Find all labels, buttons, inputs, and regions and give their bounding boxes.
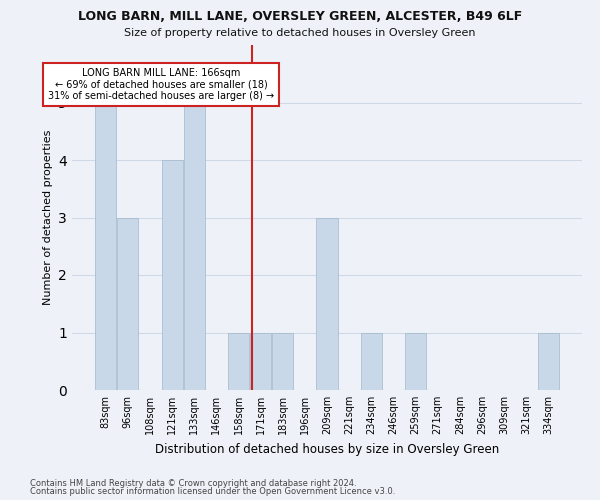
Bar xyxy=(95,102,116,390)
Bar xyxy=(316,218,338,390)
Bar xyxy=(118,218,139,390)
Bar xyxy=(161,160,182,390)
Y-axis label: Number of detached properties: Number of detached properties xyxy=(43,130,53,305)
Text: Contains public sector information licensed under the Open Government Licence v3: Contains public sector information licen… xyxy=(30,487,395,496)
Bar xyxy=(250,332,271,390)
Bar xyxy=(184,102,205,390)
Bar xyxy=(538,332,559,390)
Bar xyxy=(272,332,293,390)
Text: Contains HM Land Registry data © Crown copyright and database right 2024.: Contains HM Land Registry data © Crown c… xyxy=(30,478,356,488)
Bar xyxy=(405,332,426,390)
Bar xyxy=(228,332,249,390)
Bar xyxy=(361,332,382,390)
X-axis label: Distribution of detached houses by size in Oversley Green: Distribution of detached houses by size … xyxy=(155,442,499,456)
Text: LONG BARN MILL LANE: 166sqm
← 69% of detached houses are smaller (18)
31% of sem: LONG BARN MILL LANE: 166sqm ← 69% of det… xyxy=(48,68,274,101)
Text: LONG BARN, MILL LANE, OVERSLEY GREEN, ALCESTER, B49 6LF: LONG BARN, MILL LANE, OVERSLEY GREEN, AL… xyxy=(78,10,522,23)
Text: Size of property relative to detached houses in Oversley Green: Size of property relative to detached ho… xyxy=(124,28,476,38)
